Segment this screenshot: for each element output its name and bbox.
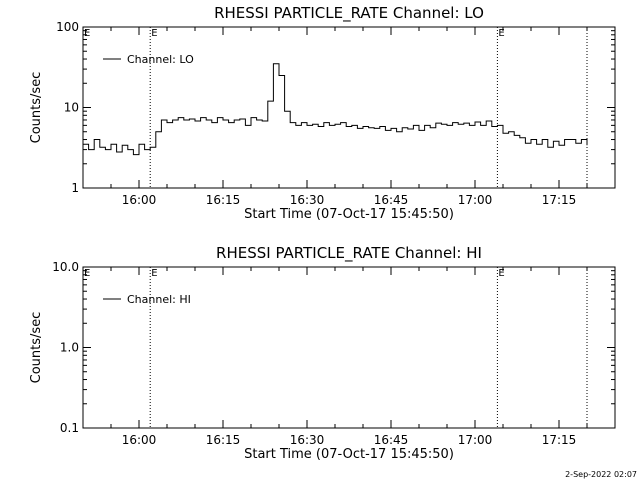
legend-label: Channel: LO [127, 53, 194, 66]
x-tick-label: 16:30 [290, 433, 325, 447]
x-tick-label: 17:15 [542, 433, 577, 447]
series-line [83, 63, 588, 156]
x-tick-label: 17:00 [458, 433, 493, 447]
time-marker-label: E [151, 28, 157, 39]
x-tick-label: 17:15 [542, 193, 577, 207]
x-tick-label: 16:30 [290, 193, 325, 207]
y-tick-label: 1.0 [60, 341, 79, 355]
x-tick-label: 17:00 [458, 193, 493, 207]
time-marker-label: E [151, 268, 157, 279]
x-axis-label: Start Time (07-Oct-17 15:45:50) [244, 447, 454, 462]
time-marker-label: E [498, 268, 504, 279]
y-axis-label: Counts/sec [29, 72, 44, 144]
corner-flag-label: E [84, 28, 90, 39]
y-tick-label: 10.0 [52, 260, 79, 274]
y-tick-label: 100 [56, 20, 79, 34]
plot-frame [82, 266, 616, 429]
x-tick-label: 16:15 [206, 193, 241, 207]
corner-flag-label: E [84, 268, 90, 279]
lo-panel: RHESSI PARTICLE_RATE Channel: LO 16:00 16:… [29, 4, 616, 222]
chart-title: RHESSI PARTICLE_RATE Channel: HI [216, 244, 482, 263]
x-tick-label: 16:00 [122, 433, 157, 447]
plot-frame [82, 26, 616, 189]
chart-title: RHESSI PARTICLE_RATE Channel: LO [214, 4, 484, 23]
y-axis-label: Counts/sec [29, 312, 44, 384]
x-axis-label: Start Time (07-Oct-17 15:45:50) [244, 207, 454, 222]
time-marker-label: E [498, 28, 504, 39]
y-tick-label: 1 [71, 181, 79, 195]
hi-panel: RHESSI PARTICLE_RATE Channel: HI 16:00 16:… [29, 244, 616, 462]
x-tick-label: 16:45 [374, 433, 409, 447]
x-tick-label: 16:00 [122, 193, 157, 207]
x-tick-label: 16:45 [374, 193, 409, 207]
footer-timestamp: 2-Sep-2022 02:07 [565, 470, 637, 479]
y-tick-label: 0.1 [60, 421, 79, 435]
x-tick-label: 16:15 [206, 433, 241, 447]
y-tick-label: 10 [64, 101, 79, 115]
legend-label: Channel: HI [127, 293, 191, 306]
